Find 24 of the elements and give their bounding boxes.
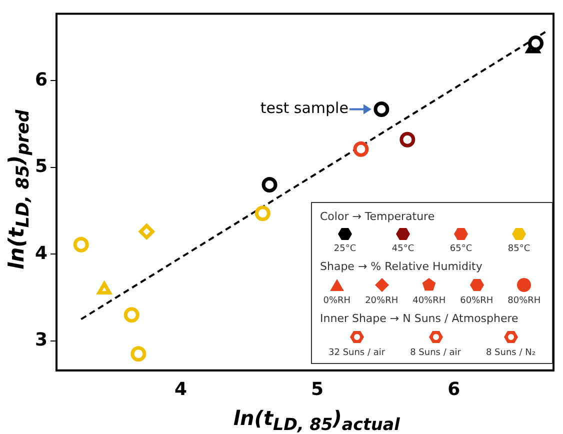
y-tick-label: 5 — [34, 156, 48, 178]
y-tick-label: 4 — [34, 242, 48, 264]
annotation: 8 Suns / air — [410, 348, 461, 359]
x-tick-label: 5 — [311, 378, 324, 400]
annotation: Inner Shape → N Suns / Atmosphere — [320, 312, 520, 325]
annotation: test sample — [260, 99, 348, 118]
annotation: 0%RH — [323, 296, 351, 307]
y-tick-label: 3 — [34, 330, 48, 351]
legend-label: 25°C — [334, 244, 356, 255]
annotation: Shape → % Relative Humidity — [320, 260, 484, 273]
legend-title: Color → Temperature — [320, 210, 436, 223]
annotation: 80%RH — [508, 296, 541, 307]
legend-label: 85°C — [508, 244, 530, 255]
annotation: 20%RH — [365, 296, 398, 307]
x-tick-label: 4 — [174, 378, 188, 400]
annotation: 60%RH — [460, 296, 494, 307]
legend-label: 45°C — [392, 244, 414, 255]
x-axis-title: ln(t$_{LD, 85}$)$_{actual}$ — [232, 406, 401, 434]
y-tick-label: 6 — [34, 69, 48, 90]
legend-label: 65°C — [450, 244, 472, 255]
annotation: 8 Suns / N₂ — [486, 348, 536, 359]
x-tick-label: 6 — [448, 378, 460, 400]
annotation: 32 Suns / air — [328, 348, 386, 359]
annotation: 40%RH — [412, 296, 446, 307]
